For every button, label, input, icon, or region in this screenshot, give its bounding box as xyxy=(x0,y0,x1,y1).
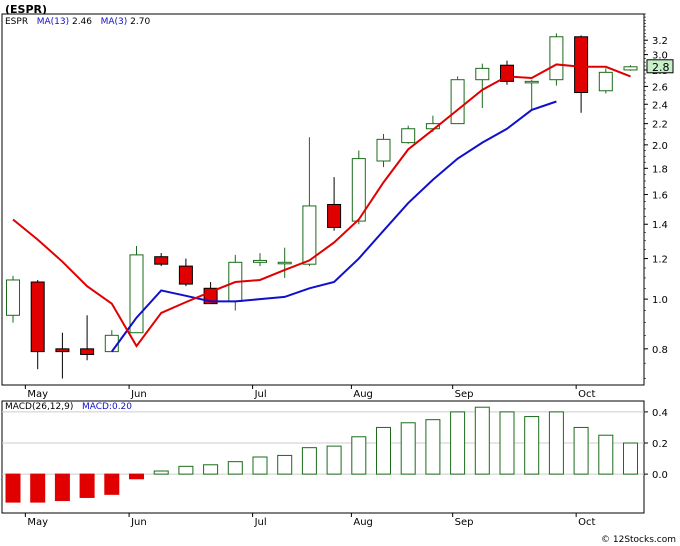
price-panel: May Jun Jul Aug Sep Oct 3.2 3.02.8 2.6 2.4 2.2 2.0 1… xyxy=(1,13,674,400)
price-x-tick-label: Jun xyxy=(130,389,147,400)
price-y-tick-label: 3.2 xyxy=(652,36,668,47)
macd-bar xyxy=(203,464,219,475)
price-y-tick-label: 3.0 xyxy=(652,51,668,62)
macd-plot-area xyxy=(1,400,645,514)
candle-body xyxy=(253,259,267,263)
legend-ma13-label: MA(13) xyxy=(36,17,70,27)
price-y-tick-label: 2.2 xyxy=(652,120,668,131)
candle-body xyxy=(80,348,95,355)
macd-bar xyxy=(524,416,540,475)
ticker-title: (ESPR) xyxy=(5,3,48,16)
price-y-tick-label: 0.8 xyxy=(652,345,668,356)
macd-bar xyxy=(178,465,194,475)
macd-x-tick-label: May xyxy=(27,517,48,528)
ma3-line xyxy=(12,63,631,348)
macd-bar xyxy=(376,426,391,475)
candle-body xyxy=(154,256,169,265)
macd-bar xyxy=(153,470,169,475)
legend-ma3-value: 2.70 xyxy=(130,17,151,27)
macd-x-tick-label: Sep xyxy=(455,517,474,528)
price-x-tick-label: Sep xyxy=(455,389,474,400)
last-price-box xyxy=(646,59,674,74)
ma13-line xyxy=(110,100,557,353)
price-y-tick-label: 1.8 xyxy=(652,164,668,175)
macd-bar xyxy=(425,419,441,475)
price-x-tick-label: Aug xyxy=(353,389,373,400)
price-y-tick-label: 1.0 xyxy=(652,295,668,306)
price-y-tick-label: 2.4 xyxy=(652,100,668,111)
footer-copyright: © 12Stocks.com xyxy=(601,535,676,545)
macd-bar xyxy=(351,436,367,475)
legend-ticker: ESPR xyxy=(5,17,29,27)
macd-bar xyxy=(474,406,490,475)
candle-body xyxy=(524,80,539,84)
macd-bar xyxy=(54,473,70,502)
candle-body xyxy=(351,158,366,222)
macd-bar xyxy=(104,473,120,495)
legend-ma3-label: MA(3) xyxy=(100,17,128,27)
macd-bar xyxy=(5,473,21,503)
price-y-tick-label: 1.6 xyxy=(652,191,668,202)
macd-x-tick-label: Aug xyxy=(353,517,373,528)
ma-legend: ESPR MA(13) 2.46 MA(3) 2.70 xyxy=(5,17,150,27)
candle-body xyxy=(327,203,342,228)
price-y-tick-label: 2.0 xyxy=(652,141,668,152)
macd-bar xyxy=(252,456,268,475)
candle-body xyxy=(574,36,589,94)
candle-body xyxy=(598,71,613,92)
candle-body xyxy=(55,348,70,353)
macd-bar xyxy=(227,461,243,475)
macd-bar xyxy=(277,454,293,475)
candle-body xyxy=(129,254,144,334)
candle-body xyxy=(623,66,638,71)
macd-bar xyxy=(129,473,144,480)
macd-legend-label: MACD(26,12,9) xyxy=(5,402,74,412)
candle-body xyxy=(30,281,45,353)
price-y-tick-label: 1.2 xyxy=(652,255,668,266)
macd-x-tick-label: Jul xyxy=(254,517,267,528)
macd-bar xyxy=(598,434,614,475)
macd-bar xyxy=(79,473,95,498)
price-y-tick-label: 1.4 xyxy=(652,220,668,231)
macd-legend: MACD(26,12,9) MACD:0.20 xyxy=(5,402,132,412)
macd-bar xyxy=(573,426,589,475)
macd-bar xyxy=(450,411,466,475)
price-x-tick-label: Jul xyxy=(254,389,267,400)
last-price-label: 2.8 xyxy=(652,61,670,74)
candle-body xyxy=(376,138,391,162)
macd-bar xyxy=(499,411,515,475)
macd-y-tick-label: 0.4 xyxy=(652,408,668,419)
legend-ma13-value: 2.46 xyxy=(71,17,93,27)
macd-y-tick-label: 0.2 xyxy=(652,439,668,450)
macd-x-tick-label: Oct xyxy=(578,517,595,528)
macd-bar xyxy=(623,442,638,475)
macd-x-tick-label: Jun xyxy=(130,517,147,528)
macd-legend-value: MACD:0.20 xyxy=(81,402,133,412)
macd-panel: 0.4 0.2 0.0 May Jun Jul Aug Sep Oct xyxy=(1,400,668,528)
price-x-tick-label: May xyxy=(27,389,48,400)
candle-body xyxy=(104,334,119,353)
macd-bar xyxy=(30,473,46,503)
macd-y-tick-label: 0.0 xyxy=(652,470,668,481)
macd-bar xyxy=(301,447,317,475)
price-y-tick-label: 2.6 xyxy=(652,82,668,93)
macd-bar xyxy=(400,422,416,475)
macd-bar xyxy=(326,445,342,475)
candle-body xyxy=(277,261,292,265)
candle-body xyxy=(549,36,564,81)
candle-body xyxy=(6,279,20,316)
candle-body xyxy=(401,128,416,144)
candle-body xyxy=(475,67,490,81)
price-x-tick-label: Oct xyxy=(578,389,595,400)
candle-body xyxy=(302,205,317,265)
candle-body xyxy=(178,265,193,285)
macd-bar xyxy=(548,411,564,475)
candle-body xyxy=(450,79,465,125)
